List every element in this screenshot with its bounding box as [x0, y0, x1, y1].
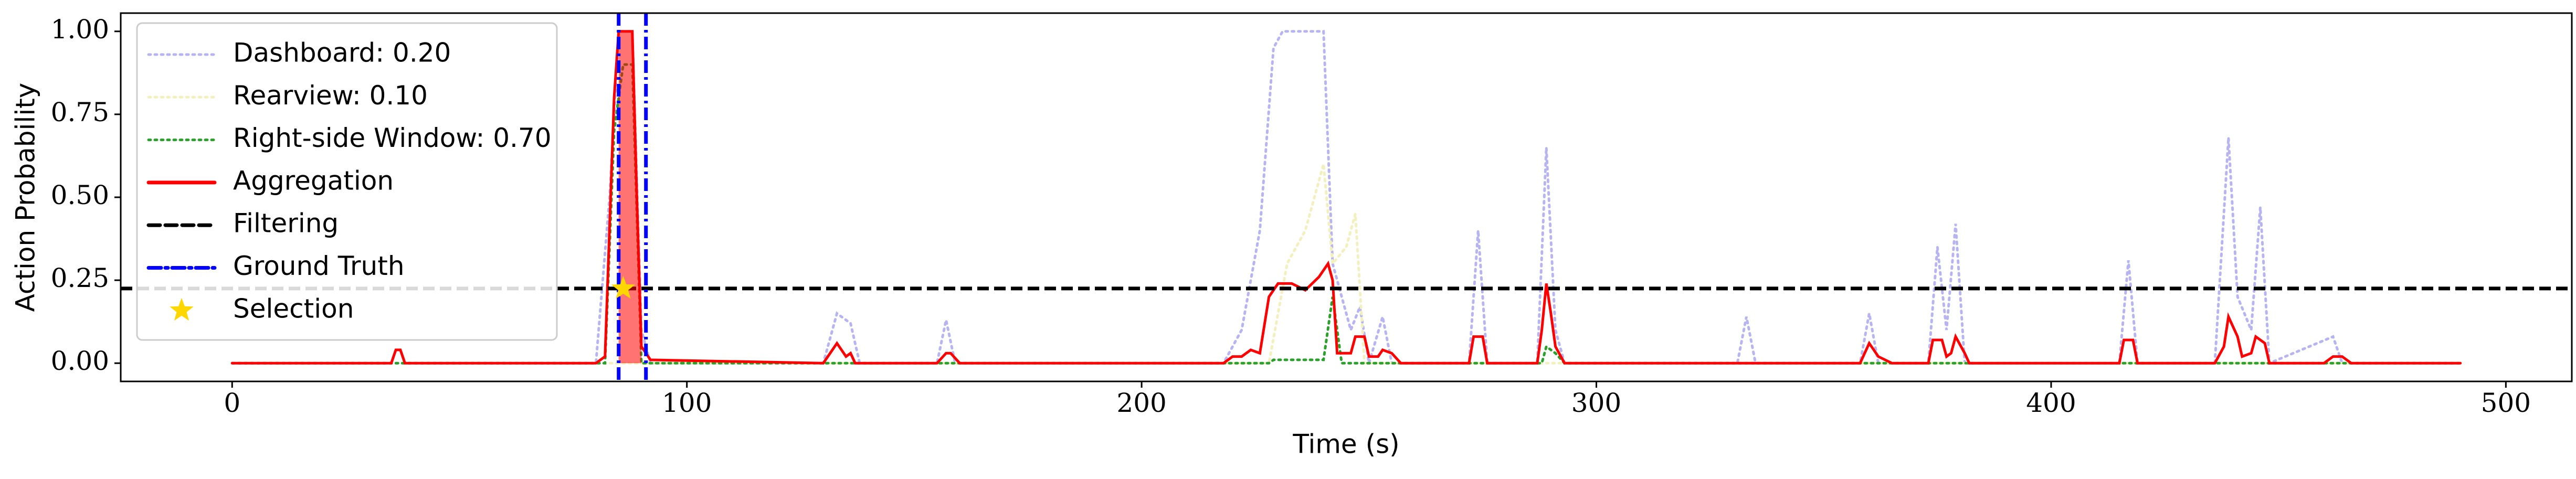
- selection-marker: [611, 275, 636, 299]
- legend-label: Aggregation: [233, 165, 394, 196]
- legend-box: [136, 22, 558, 341]
- legend-label: Ground Truth: [233, 251, 405, 281]
- y-tick-label: 1.00: [51, 14, 109, 45]
- plot-area: [121, 13, 2572, 381]
- legend-label: Selection: [233, 293, 354, 324]
- x-tick-label: 400: [2026, 388, 2076, 418]
- y-tick-label: 0.75: [51, 97, 109, 127]
- y-axis-label: Action Probability: [10, 83, 41, 312]
- y-tick-label: 0.25: [51, 263, 109, 293]
- series-line: [230, 30, 2462, 365]
- legend-swatch: [170, 297, 194, 321]
- series-line: [230, 164, 2462, 365]
- x-tick-label: 300: [1571, 388, 1621, 418]
- series-line: [230, 63, 2462, 365]
- series-line: [230, 30, 2462, 365]
- legend: Dashboard: 0.20 Rearview: 0.10 Right-side …: [136, 22, 558, 341]
- x-tick-label: 200: [1116, 388, 1166, 418]
- plot-frame: [120, 12, 2573, 382]
- y-tick-label: 0.00: [51, 346, 109, 376]
- legend-label: Rearview: 0.10: [233, 80, 428, 111]
- x-tick-label: 0: [224, 388, 240, 418]
- x-tick-label: 500: [2481, 388, 2531, 418]
- legend-label: Dashboard: 0.20: [233, 38, 451, 68]
- x-axis-label: Time (s): [1292, 429, 1399, 460]
- x-tick-label: 100: [662, 388, 712, 418]
- legend-label: Filtering: [233, 208, 339, 239]
- legend-label: Right-side Window: 0.70: [233, 123, 552, 153]
- y-tick-label: 0.50: [51, 180, 109, 210]
